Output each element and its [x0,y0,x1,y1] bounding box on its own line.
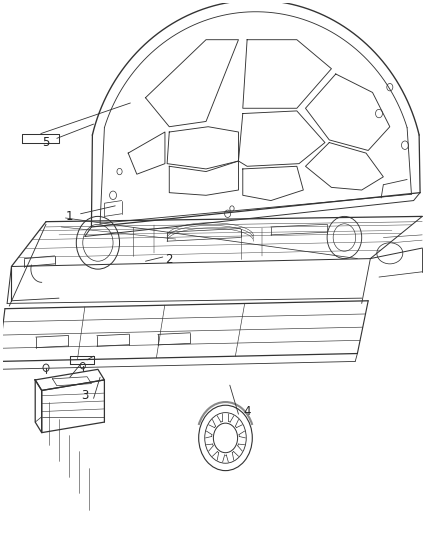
Text: 4: 4 [244,405,251,418]
Text: 2: 2 [166,253,173,266]
Text: 3: 3 [81,389,88,402]
Text: 5: 5 [42,136,49,149]
Text: 1: 1 [66,210,74,223]
